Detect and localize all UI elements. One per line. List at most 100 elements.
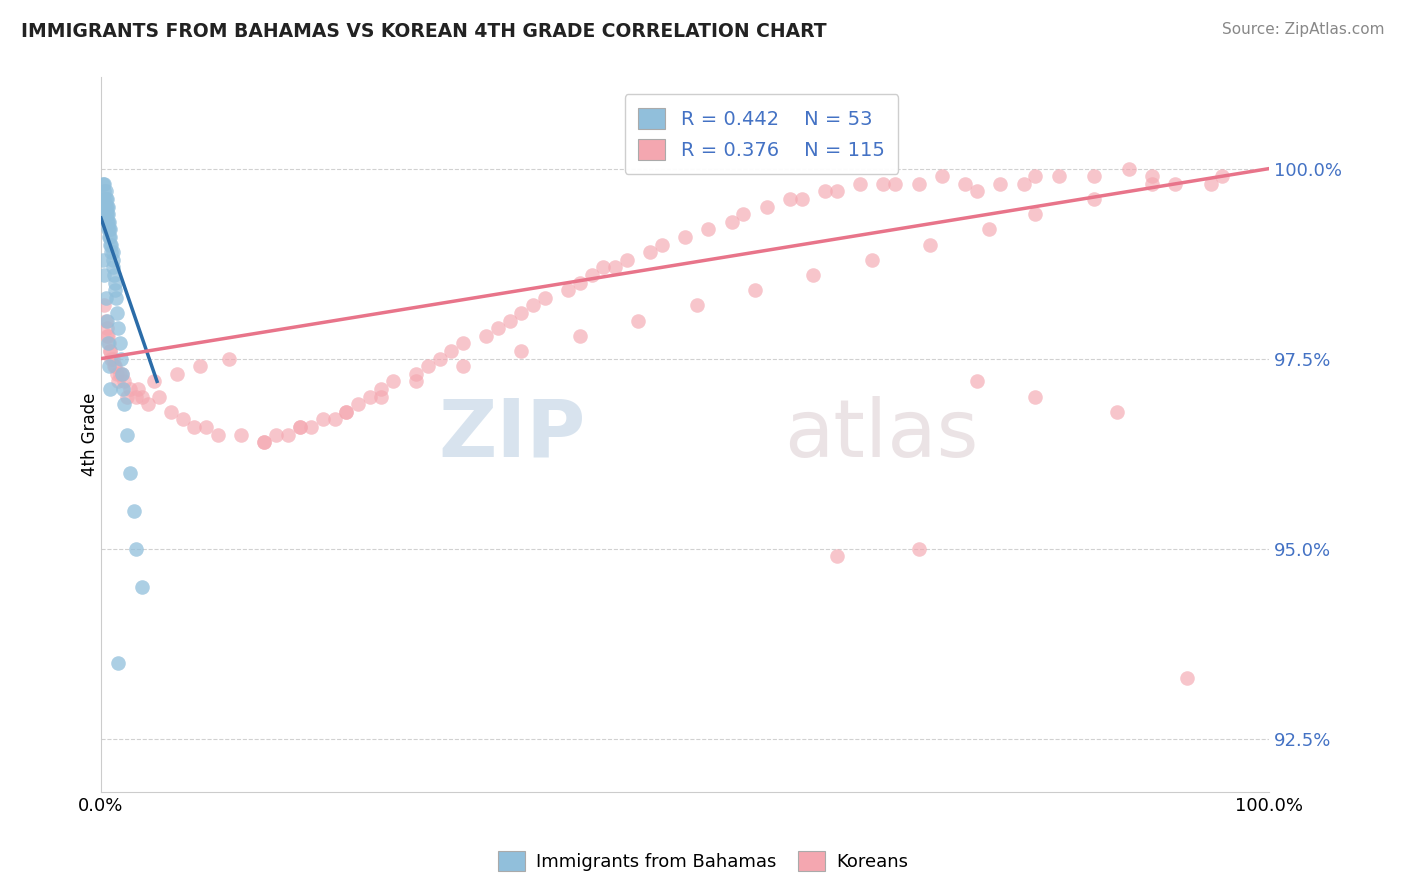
Point — [872, 177, 894, 191]
Point — [1083, 169, 1105, 184]
Point — [166, 367, 188, 381]
Point — [195, 420, 218, 434]
Point — [97, 215, 120, 229]
Point — [405, 367, 427, 381]
Point — [108, 367, 131, 381]
Point — [131, 580, 153, 594]
Point — [685, 298, 707, 312]
Point — [96, 215, 118, 229]
Point — [96, 313, 118, 327]
Point — [370, 390, 392, 404]
Point — [103, 359, 125, 374]
Point — [557, 283, 579, 297]
Point — [522, 298, 544, 312]
Point — [96, 207, 118, 221]
Point — [172, 412, 194, 426]
Point — [323, 412, 346, 426]
Point — [125, 541, 148, 556]
Point — [98, 222, 121, 236]
Point — [1083, 192, 1105, 206]
Point — [955, 177, 977, 191]
Point — [98, 343, 121, 358]
Point — [188, 359, 211, 374]
Point — [673, 230, 696, 244]
Point — [94, 291, 117, 305]
Point — [1175, 671, 1198, 685]
Point — [103, 268, 125, 282]
Point — [107, 375, 129, 389]
Point — [160, 405, 183, 419]
Point — [720, 215, 742, 229]
Point — [98, 230, 121, 244]
Point — [108, 336, 131, 351]
Point — [96, 192, 118, 206]
Point — [568, 276, 591, 290]
Point — [127, 382, 149, 396]
Point — [207, 427, 229, 442]
Point — [603, 260, 626, 275]
Point — [814, 185, 837, 199]
Point — [112, 375, 135, 389]
Point — [98, 230, 121, 244]
Point — [100, 351, 122, 366]
Point — [860, 252, 883, 267]
Point — [97, 328, 120, 343]
Point — [907, 541, 929, 556]
Point — [93, 200, 115, 214]
Point — [755, 200, 778, 214]
Point — [697, 222, 720, 236]
Point — [370, 382, 392, 396]
Point — [111, 367, 134, 381]
Point — [825, 185, 848, 199]
Point — [218, 351, 240, 366]
Point — [1024, 169, 1046, 184]
Point — [849, 177, 872, 191]
Point — [592, 260, 614, 275]
Point — [93, 268, 115, 282]
Point — [183, 420, 205, 434]
Point — [1024, 207, 1046, 221]
Point — [1107, 405, 1129, 419]
Point — [1024, 390, 1046, 404]
Point — [94, 185, 117, 199]
Point — [98, 359, 121, 374]
Point — [125, 390, 148, 404]
Point — [110, 351, 132, 366]
Point — [533, 291, 555, 305]
Point — [1211, 169, 1233, 184]
Point — [568, 328, 591, 343]
Point — [104, 283, 127, 297]
Point — [744, 283, 766, 297]
Point — [98, 336, 121, 351]
Point — [253, 435, 276, 450]
Point — [429, 351, 451, 366]
Point — [98, 222, 121, 236]
Point — [288, 420, 311, 434]
Point — [91, 177, 114, 191]
Point — [416, 359, 439, 374]
Point — [97, 200, 120, 214]
Point — [359, 390, 381, 404]
Point — [120, 382, 142, 396]
Point — [111, 367, 134, 381]
Point — [94, 192, 117, 206]
Point — [93, 192, 115, 206]
Point — [966, 375, 988, 389]
Point — [1012, 177, 1035, 191]
Point — [98, 215, 121, 229]
Point — [1164, 177, 1187, 191]
Point — [907, 177, 929, 191]
Point — [440, 343, 463, 358]
Point — [312, 412, 335, 426]
Point — [101, 252, 124, 267]
Point — [97, 222, 120, 236]
Point — [115, 390, 138, 404]
Point — [94, 313, 117, 327]
Point — [475, 328, 498, 343]
Point — [1140, 169, 1163, 184]
Point — [920, 237, 942, 252]
Point — [93, 298, 115, 312]
Point — [779, 192, 801, 206]
Point — [733, 207, 755, 221]
Point — [510, 343, 533, 358]
